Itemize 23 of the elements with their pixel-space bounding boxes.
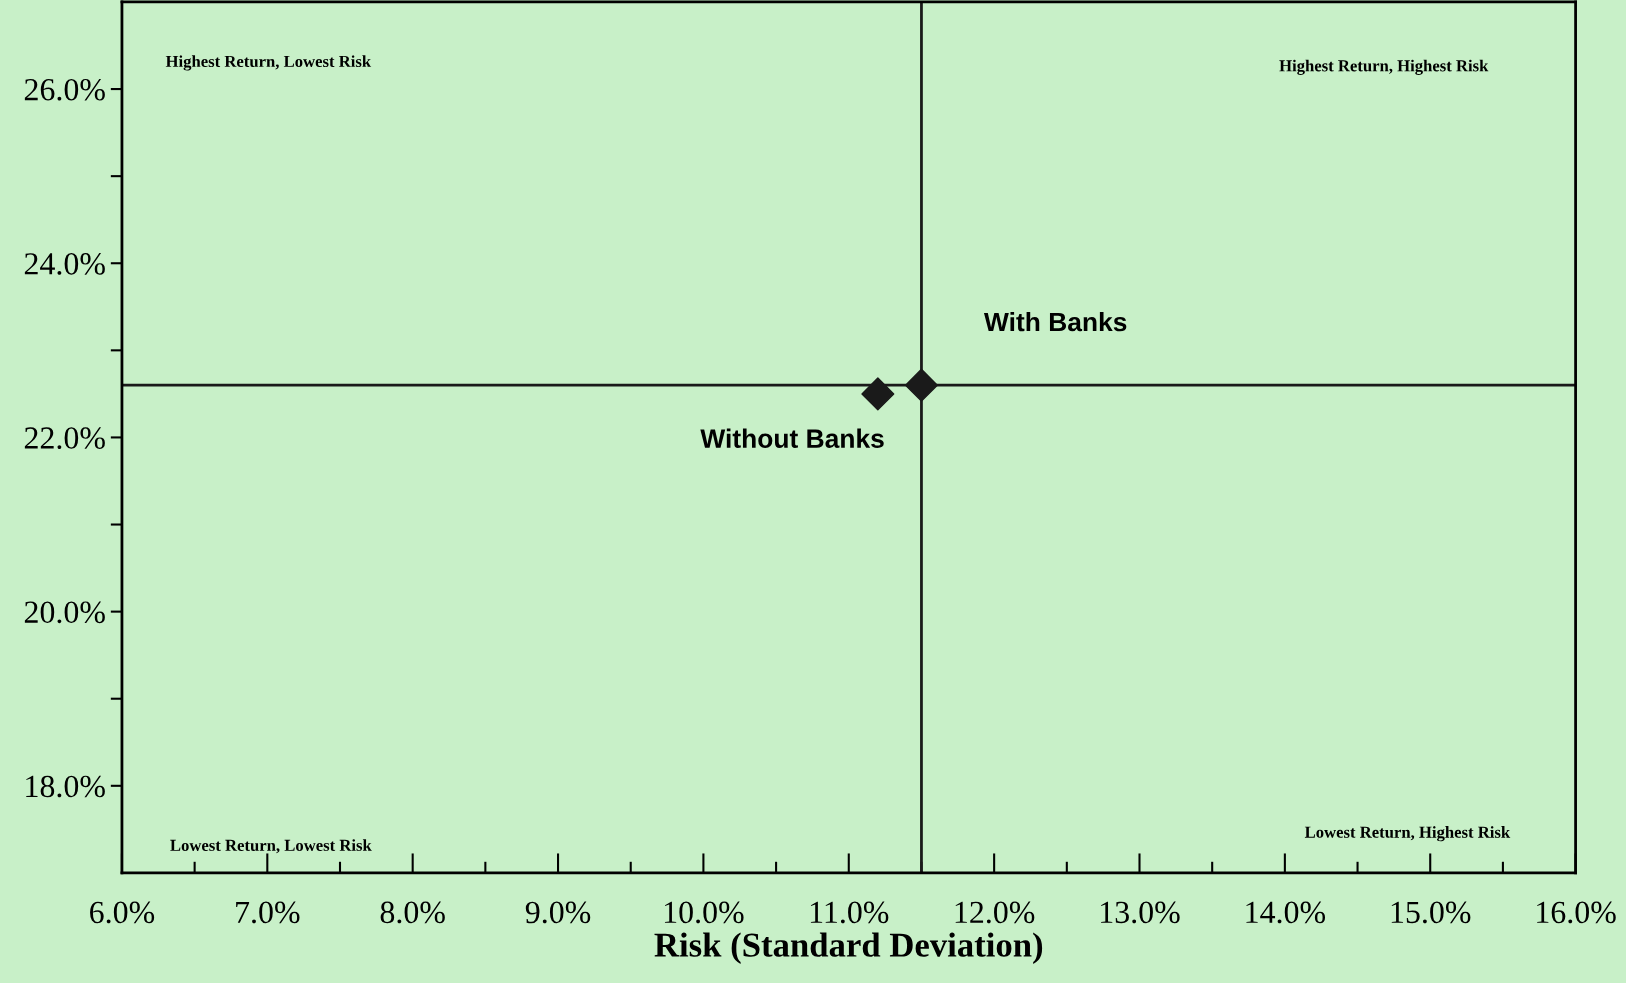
y-tick-label: 26.0% bbox=[24, 78, 105, 101]
x-tick-label: 6.0% bbox=[90, 901, 155, 924]
y-tick-label: 18.0% bbox=[26, 775, 105, 798]
x-axis-title: Risk (Standard Deviation) bbox=[654, 932, 1043, 964]
annotation: Lowest Return, Highest Risk bbox=[1304, 826, 1511, 842]
annotation: Highest Return, Highest Risk bbox=[1279, 59, 1489, 75]
x-tick-label: 14.0% bbox=[1246, 901, 1326, 924]
text: With Banks bbox=[983, 311, 1127, 332]
x-tick-label: 15.0% bbox=[1391, 901, 1471, 924]
x-tick-label: 9.0% bbox=[525, 901, 591, 924]
series-label: Without Banks bbox=[700, 428, 884, 448]
x-tick-label: 8.0% bbox=[380, 901, 445, 924]
annotation: Lowest Return, Lowest Risk bbox=[170, 839, 372, 854]
y-tick-label: 24.0% bbox=[24, 253, 105, 275]
x-tick-label: 7.0% bbox=[236, 901, 300, 924]
y-tick-label: 20.0% bbox=[24, 601, 105, 624]
x-tick-label: 10.0% bbox=[664, 901, 744, 924]
x-tick-label: 11.0% bbox=[810, 901, 889, 924]
x-tick-label: 16.0% bbox=[1537, 901, 1616, 924]
x-tick-label: 12.0% bbox=[955, 901, 1035, 924]
y-tick-label: 22.0% bbox=[24, 427, 105, 449]
x-tick-label: 13.0% bbox=[1101, 901, 1180, 924]
annotation: Highest Return, Lowest Risk bbox=[165, 55, 372, 71]
